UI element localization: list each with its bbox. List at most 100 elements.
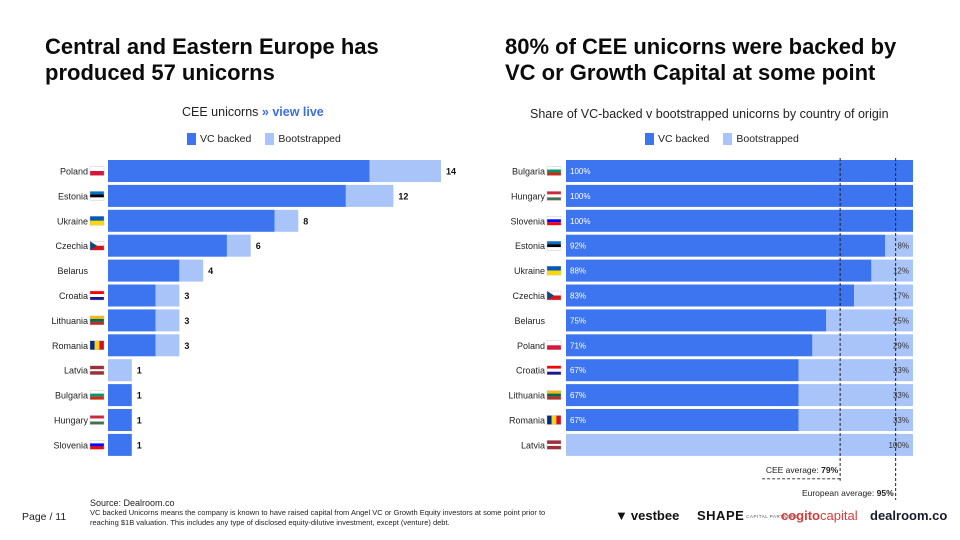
bootstrapped-percent-label: 33% xyxy=(893,366,909,375)
left-chart-title: Central and Eastern Europe has produced … xyxy=(45,34,379,85)
flag-band xyxy=(547,219,561,223)
bar-vc-backed xyxy=(566,234,886,257)
total-label: 14 xyxy=(446,167,456,177)
category-label: Poland xyxy=(60,167,88,177)
category-label: Slovenia xyxy=(510,216,545,226)
legend-swatch-bootstrapped xyxy=(265,133,275,145)
shape-logo: SHAPE CAPITAL PARTNERS xyxy=(697,508,798,523)
cee-average-label: CEE average: 79% xyxy=(766,465,839,475)
bootstrapped-percent-label: 25% xyxy=(893,316,909,325)
flag-band xyxy=(547,393,561,397)
flag-border xyxy=(89,415,105,425)
vc-percent-label: 67% xyxy=(570,416,586,425)
category-label: Czechia xyxy=(512,291,545,301)
category-label: Ukraine xyxy=(514,266,545,276)
flag-band xyxy=(90,194,104,198)
flag-band xyxy=(547,443,561,446)
category-label: Ukraine xyxy=(57,216,88,226)
right-legend: VC backed Bootstrapped xyxy=(645,133,799,145)
bar-vc-backed xyxy=(566,259,872,282)
flag-band xyxy=(90,241,104,246)
flag-band xyxy=(547,390,561,394)
flag-czechia-icon xyxy=(89,240,105,251)
flag-border xyxy=(89,240,105,251)
flag-band xyxy=(90,191,104,195)
view-live-link[interactable]: » view live xyxy=(261,105,324,119)
legend-swatch-bootstrapped xyxy=(723,133,733,145)
flag-band xyxy=(90,440,104,444)
flag-band xyxy=(547,270,561,276)
left-legend: VC backed Bootstrapped xyxy=(187,133,341,145)
left-chart-subtitle: CEE unicorns » view live xyxy=(182,105,324,119)
bar-bootstrapped xyxy=(155,284,180,307)
flag-band xyxy=(547,340,561,346)
flag-slovenia-icon xyxy=(546,216,562,226)
legend-label-vc: VC backed xyxy=(658,133,710,145)
flag-band xyxy=(94,340,100,350)
bar-vc-backed xyxy=(108,160,370,182)
bar-vc-backed xyxy=(108,234,227,257)
flag-band xyxy=(90,369,104,372)
flag-lithuania-icon xyxy=(89,315,105,326)
flag-band xyxy=(547,247,561,251)
flag-band xyxy=(90,291,104,294)
bar-vc-backed xyxy=(566,409,799,431)
flag-estonia-icon xyxy=(89,191,105,201)
page-number: Page / 11 xyxy=(22,511,67,523)
flag-band xyxy=(90,415,104,419)
flag-croatia-icon xyxy=(89,290,105,301)
flag-border xyxy=(89,216,105,226)
flag-band xyxy=(547,345,561,350)
flag-band xyxy=(90,297,104,300)
bar-vc-backed xyxy=(566,184,913,207)
flag-romania-icon xyxy=(89,340,105,350)
vc-share-chart: Bulgaria 100% Hungary 100% Slovenia 100% Eston… xyxy=(508,158,913,500)
category-label: Latvia xyxy=(64,366,88,376)
flag-border xyxy=(546,240,562,251)
flag-poland-icon xyxy=(546,340,562,350)
flag-border xyxy=(546,365,562,375)
flag-ukraine-icon xyxy=(89,216,105,226)
flag-band xyxy=(90,315,104,319)
category-label: Latvia xyxy=(521,440,545,450)
bar-bootstrapped xyxy=(179,259,204,282)
flag-band xyxy=(90,340,95,350)
flag-border xyxy=(546,166,562,176)
flag-band xyxy=(547,291,561,296)
bar-bootstrapped xyxy=(871,259,913,282)
bar-vc-backed xyxy=(108,209,275,232)
total-label: 1 xyxy=(137,366,142,376)
total-label: 3 xyxy=(184,291,189,301)
bar-bootstrapped xyxy=(345,184,394,207)
bar-bootstrapped xyxy=(369,160,441,182)
flag-triangle xyxy=(90,241,97,251)
flag-band xyxy=(90,294,104,297)
bootstrapped-percent-label: 8% xyxy=(897,242,909,251)
flag-band xyxy=(547,194,561,198)
vc-percent-label: 100% xyxy=(570,192,590,201)
flag-band xyxy=(90,166,104,171)
dealroom-logo: dealroom.co xyxy=(870,508,948,523)
bar-vc-backed xyxy=(108,409,132,431)
flag-band xyxy=(547,266,561,271)
flag-band xyxy=(547,172,561,176)
bar-vc-backed xyxy=(108,433,132,456)
cee-average-label-text: CEE average: xyxy=(766,465,821,475)
flag-band xyxy=(90,390,104,394)
flag-border xyxy=(546,290,562,301)
flag-border xyxy=(89,440,105,450)
bar-vc-backed xyxy=(566,384,799,407)
bar-vc-backed xyxy=(108,309,156,332)
flag-band xyxy=(547,368,561,372)
flag-border xyxy=(546,191,562,201)
flag-bulgaria-icon xyxy=(89,390,105,400)
flag-band xyxy=(90,197,104,201)
category-label: Belarus xyxy=(514,316,545,326)
flag-band xyxy=(90,396,104,400)
bootstrapped-percent-label: 33% xyxy=(893,391,909,400)
bar-vc-backed xyxy=(566,359,799,382)
total-label: 1 xyxy=(137,440,142,450)
bootstrapped-percent-label: 100% xyxy=(889,441,909,450)
flag-latvia-icon xyxy=(546,440,562,450)
flag-band xyxy=(90,321,104,325)
